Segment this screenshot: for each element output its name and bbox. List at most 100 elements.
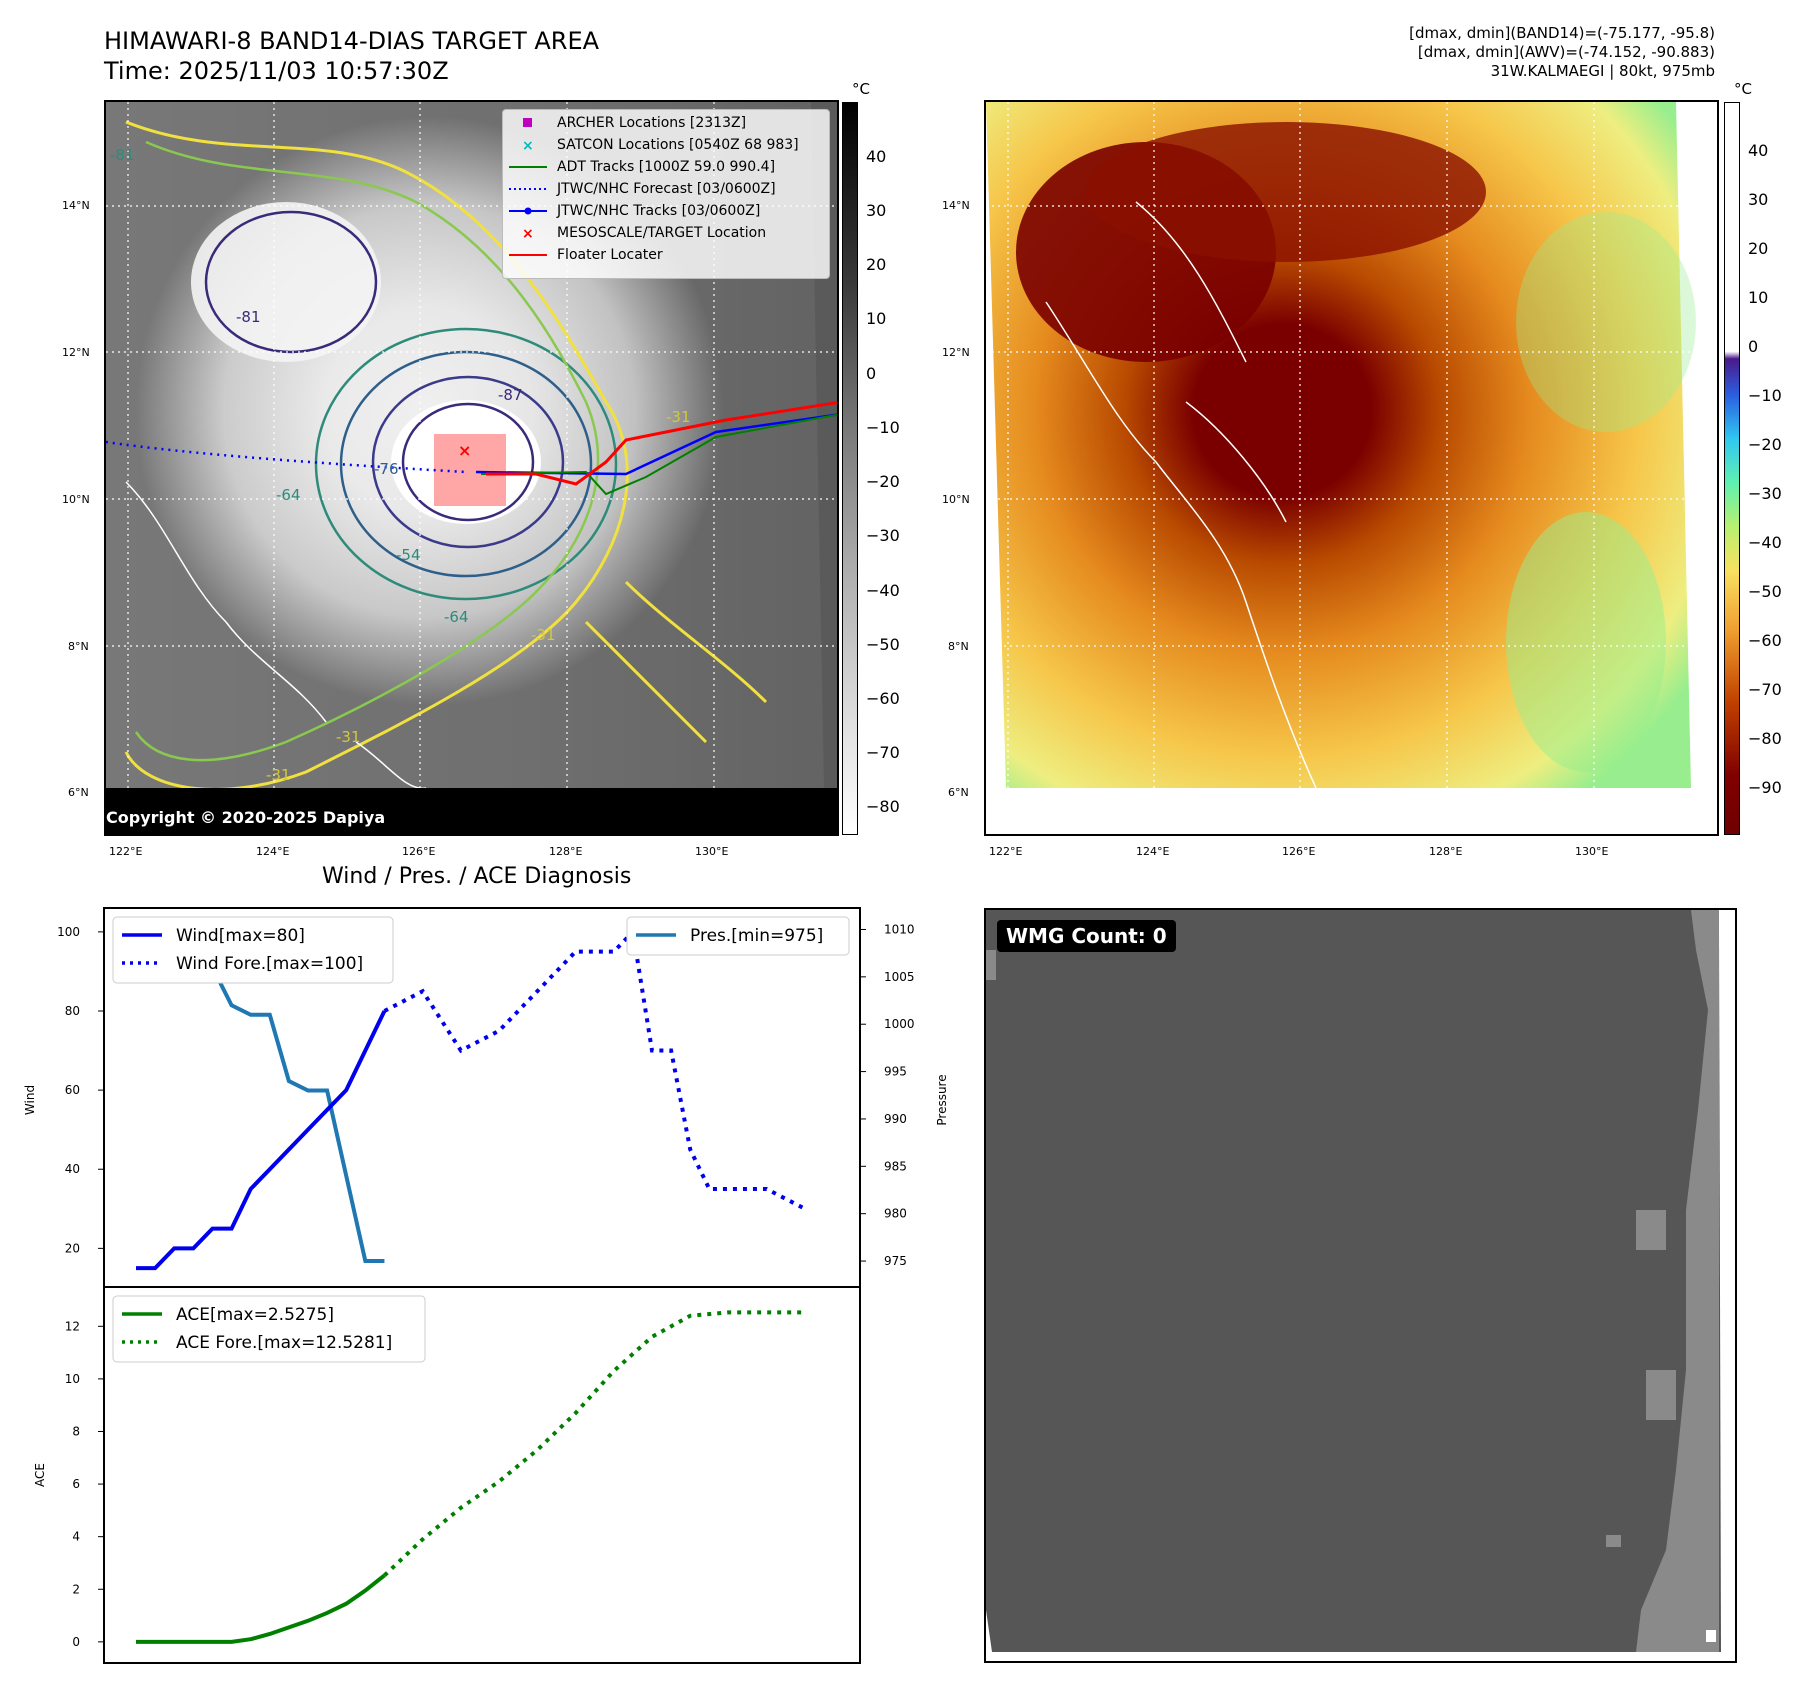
cb-tick: −20 bbox=[866, 472, 900, 491]
pressure-tick-label: 975 bbox=[884, 1254, 907, 1268]
cb-tick: −50 bbox=[866, 635, 900, 654]
ace-legend: ACE[max=2.5275] ACE Fore.[max=12.5281] bbox=[112, 1295, 426, 1363]
ace-tick-label: 6 bbox=[72, 1477, 80, 1491]
wind-tick-label: 40 bbox=[65, 1162, 80, 1176]
wind-tick-label: 60 bbox=[65, 1083, 80, 1097]
pressure-tick-label: 1000 bbox=[884, 1017, 915, 1031]
title-line-1: HIMAWARI-8 BAND14-DIAS TARGET AREA bbox=[104, 27, 600, 55]
storm-info: [dmax, dmin](BAND14)=(-75.177, -95.8) [d… bbox=[1409, 24, 1715, 81]
cb-tick: −60 bbox=[866, 689, 900, 708]
legend-label: MESOSCALE/TARGET Location bbox=[557, 225, 767, 241]
cb-tick: 40 bbox=[866, 147, 887, 166]
cb-tick: −80 bbox=[866, 797, 900, 816]
legend-item-mesoscale: × MESOSCALE/TARGET Location bbox=[503, 222, 829, 244]
lat-label: 8°N bbox=[68, 640, 89, 653]
cb-tick: −50 bbox=[1748, 582, 1782, 601]
cb-tick: −70 bbox=[866, 743, 900, 762]
lon-label: 122°E bbox=[989, 845, 1023, 858]
floater-locater-line bbox=[486, 401, 837, 486]
cb-tick: 30 bbox=[866, 201, 887, 220]
cb-tick: −10 bbox=[1748, 386, 1782, 405]
cb-tick: 0 bbox=[1748, 337, 1759, 356]
x-marker-icon: × bbox=[509, 138, 547, 154]
wind-y-ticks: 100 80 60 40 20 bbox=[57, 925, 104, 1255]
cb-tick: −40 bbox=[1748, 533, 1782, 552]
contour-label: -54 bbox=[396, 546, 421, 564]
legend-item-adt: ADT Tracks [1000Z 59.0 990.4] bbox=[503, 156, 829, 178]
ace-series-line bbox=[136, 1573, 386, 1644]
legend-item-archer: ARCHER Locations [2313Z] bbox=[503, 112, 829, 134]
wmg-count-label: WMG Count: 0 bbox=[997, 920, 1176, 952]
pressure-y-ticks: 1010 1005 1000 995 990 985 980 975 bbox=[860, 922, 915, 1268]
cb-tick: −60 bbox=[1748, 631, 1782, 650]
ace-y-ticks: 12 10 8 6 4 2 0 bbox=[65, 1319, 104, 1649]
colorbar-unit: °C bbox=[852, 80, 870, 98]
line-marker-icon bbox=[509, 249, 547, 261]
awv-map-panel bbox=[984, 100, 1719, 836]
mesoscale-target-marker: × bbox=[458, 441, 471, 460]
ace-tick-label: 2 bbox=[72, 1582, 80, 1596]
legend-label: ADT Tracks [1000Z 59.0 990.4] bbox=[557, 159, 776, 175]
lon-label: 124°E bbox=[256, 845, 290, 858]
line-marker-icon bbox=[509, 161, 547, 173]
cb-tick: 30 bbox=[1748, 190, 1769, 209]
legend-label: SATCON Locations [0540Z 68 983] bbox=[557, 137, 799, 153]
lat-label: 6°N bbox=[948, 786, 969, 799]
svg-text:×: × bbox=[522, 227, 534, 239]
cb-tick: 10 bbox=[1748, 288, 1769, 307]
contour-label: -31 bbox=[266, 766, 291, 784]
legend-item-jtwc-tracks: JTWC/NHC Tracks [03/0600Z] bbox=[503, 200, 829, 222]
lon-label: 124°E bbox=[1136, 845, 1170, 858]
pressure-tick-label: 980 bbox=[884, 1207, 907, 1221]
contour-label: -31 bbox=[666, 408, 691, 426]
jtwc-forecast-line bbox=[106, 440, 467, 474]
pressure-tick-label: 990 bbox=[884, 1112, 907, 1126]
wmg-panel bbox=[984, 908, 1737, 1663]
contour-label: -64 bbox=[276, 486, 301, 504]
ace-y-label: ACE bbox=[33, 1463, 47, 1487]
lon-label: 122°E bbox=[109, 845, 143, 858]
copyright-text: Copyright © 2020-2025 Dapiya bbox=[106, 808, 386, 827]
colorbar-unit: °C bbox=[1734, 80, 1752, 98]
lon-label: 130°E bbox=[1575, 845, 1609, 858]
ace-tick-label: 12 bbox=[65, 1319, 80, 1333]
ace-tick-label: 0 bbox=[72, 1635, 80, 1649]
wind-y-label: Wind bbox=[23, 1085, 37, 1115]
cb-tick: −80 bbox=[1748, 729, 1782, 748]
info-line-3: 31W.KALMAEGI | 80kt, 975mb bbox=[1490, 62, 1715, 80]
dotted-line-icon bbox=[509, 183, 547, 195]
wmg-field bbox=[986, 910, 1721, 1652]
adt-track-line bbox=[480, 413, 837, 496]
cb-tick: −10 bbox=[866, 418, 900, 437]
lon-label: 128°E bbox=[1429, 845, 1463, 858]
legend-item-satcon: × SATCON Locations [0540Z 68 983] bbox=[503, 134, 829, 156]
contour-label: -87 bbox=[498, 386, 523, 404]
legend-label: Wind[max=80] bbox=[176, 926, 305, 946]
contour-label: -31 bbox=[336, 728, 361, 746]
contour-labels: -87 -76 -64 -54 -31 -64 -31 -31 -31 -81 … bbox=[110, 146, 691, 784]
wmg-grid-svg bbox=[986, 910, 1721, 1652]
legend-label: ARCHER Locations [2313Z] bbox=[557, 115, 747, 131]
ace-tick-label: 4 bbox=[72, 1530, 80, 1544]
ace-tick-label: 10 bbox=[65, 1372, 80, 1386]
lon-label: 126°E bbox=[1282, 845, 1316, 858]
pressure-y-label: Pressure bbox=[935, 1074, 949, 1125]
info-line-1: [dmax, dmin](BAND14)=(-75.177, -95.8) bbox=[1409, 24, 1715, 42]
map-gridlines bbox=[986, 102, 1717, 788]
ace-tick-label: 8 bbox=[72, 1424, 80, 1438]
lat-label: 6°N bbox=[68, 786, 89, 799]
contour-label: -76 bbox=[374, 460, 399, 478]
legend-label: JTWC/NHC Forecast [03/0600Z] bbox=[557, 181, 776, 197]
legend-label: Wind Fore.[max=100] bbox=[176, 954, 363, 974]
lat-label: 8°N bbox=[948, 640, 969, 653]
legend-label: Pres.[min=975] bbox=[690, 926, 823, 946]
cb-tick: −20 bbox=[1748, 435, 1782, 454]
info-line-2: [dmax, dmin](AWV)=(-74.152, -90.883) bbox=[1417, 43, 1715, 61]
lon-label: 126°E bbox=[402, 845, 436, 858]
title-line-2: Time: 2025/11/03 10:57:30Z bbox=[104, 57, 449, 85]
pressure-tick-label: 985 bbox=[884, 1159, 907, 1173]
lat-label: 10°N bbox=[942, 493, 970, 506]
svg-text:×: × bbox=[522, 139, 534, 151]
cb-tick: 20 bbox=[1748, 239, 1769, 258]
